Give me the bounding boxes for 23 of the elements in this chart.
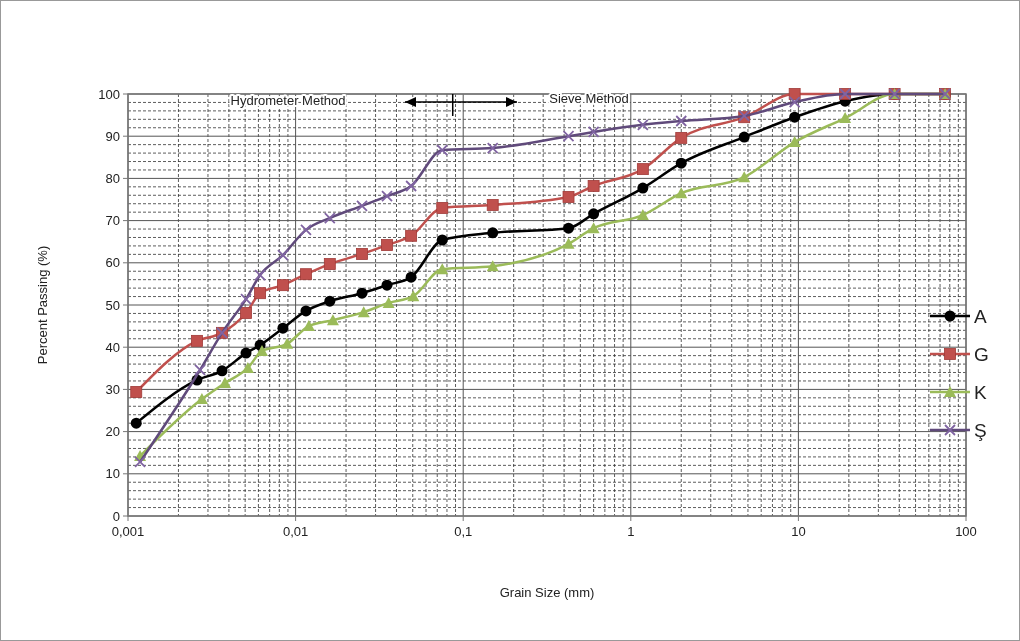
y-tick-label: 70: [105, 213, 120, 229]
y-tick-label: 50: [105, 297, 120, 313]
x-tick-label: 1: [627, 524, 635, 539]
y-tick-label: 30: [105, 381, 120, 397]
legend-label: A: [974, 306, 987, 327]
y-axis-title: Percent Passing (%): [35, 245, 50, 365]
y-tick-label: 20: [105, 424, 120, 440]
x-tick-label: 0,001: [111, 524, 145, 539]
y-tick-label: 10: [105, 466, 120, 482]
legend-label: G: [974, 344, 989, 365]
x-tick-label: 10: [791, 524, 806, 539]
y-tick-label: 90: [105, 128, 120, 144]
y-tick-label: 0: [112, 508, 120, 524]
y-tick-label: 80: [105, 170, 120, 186]
x-tick-label: 0,01: [282, 524, 309, 539]
x-tick-label: 0,1: [454, 524, 473, 539]
x-tick-label: 100: [955, 524, 977, 539]
y-tick-label: 60: [105, 255, 120, 271]
x-axis-title: Grain Size (mm): [499, 585, 595, 600]
legend-label: K: [974, 382, 987, 403]
y-tick-label: 100: [98, 86, 120, 102]
legend-label: Ş: [974, 420, 987, 441]
y-tick-label: 40: [105, 339, 120, 355]
